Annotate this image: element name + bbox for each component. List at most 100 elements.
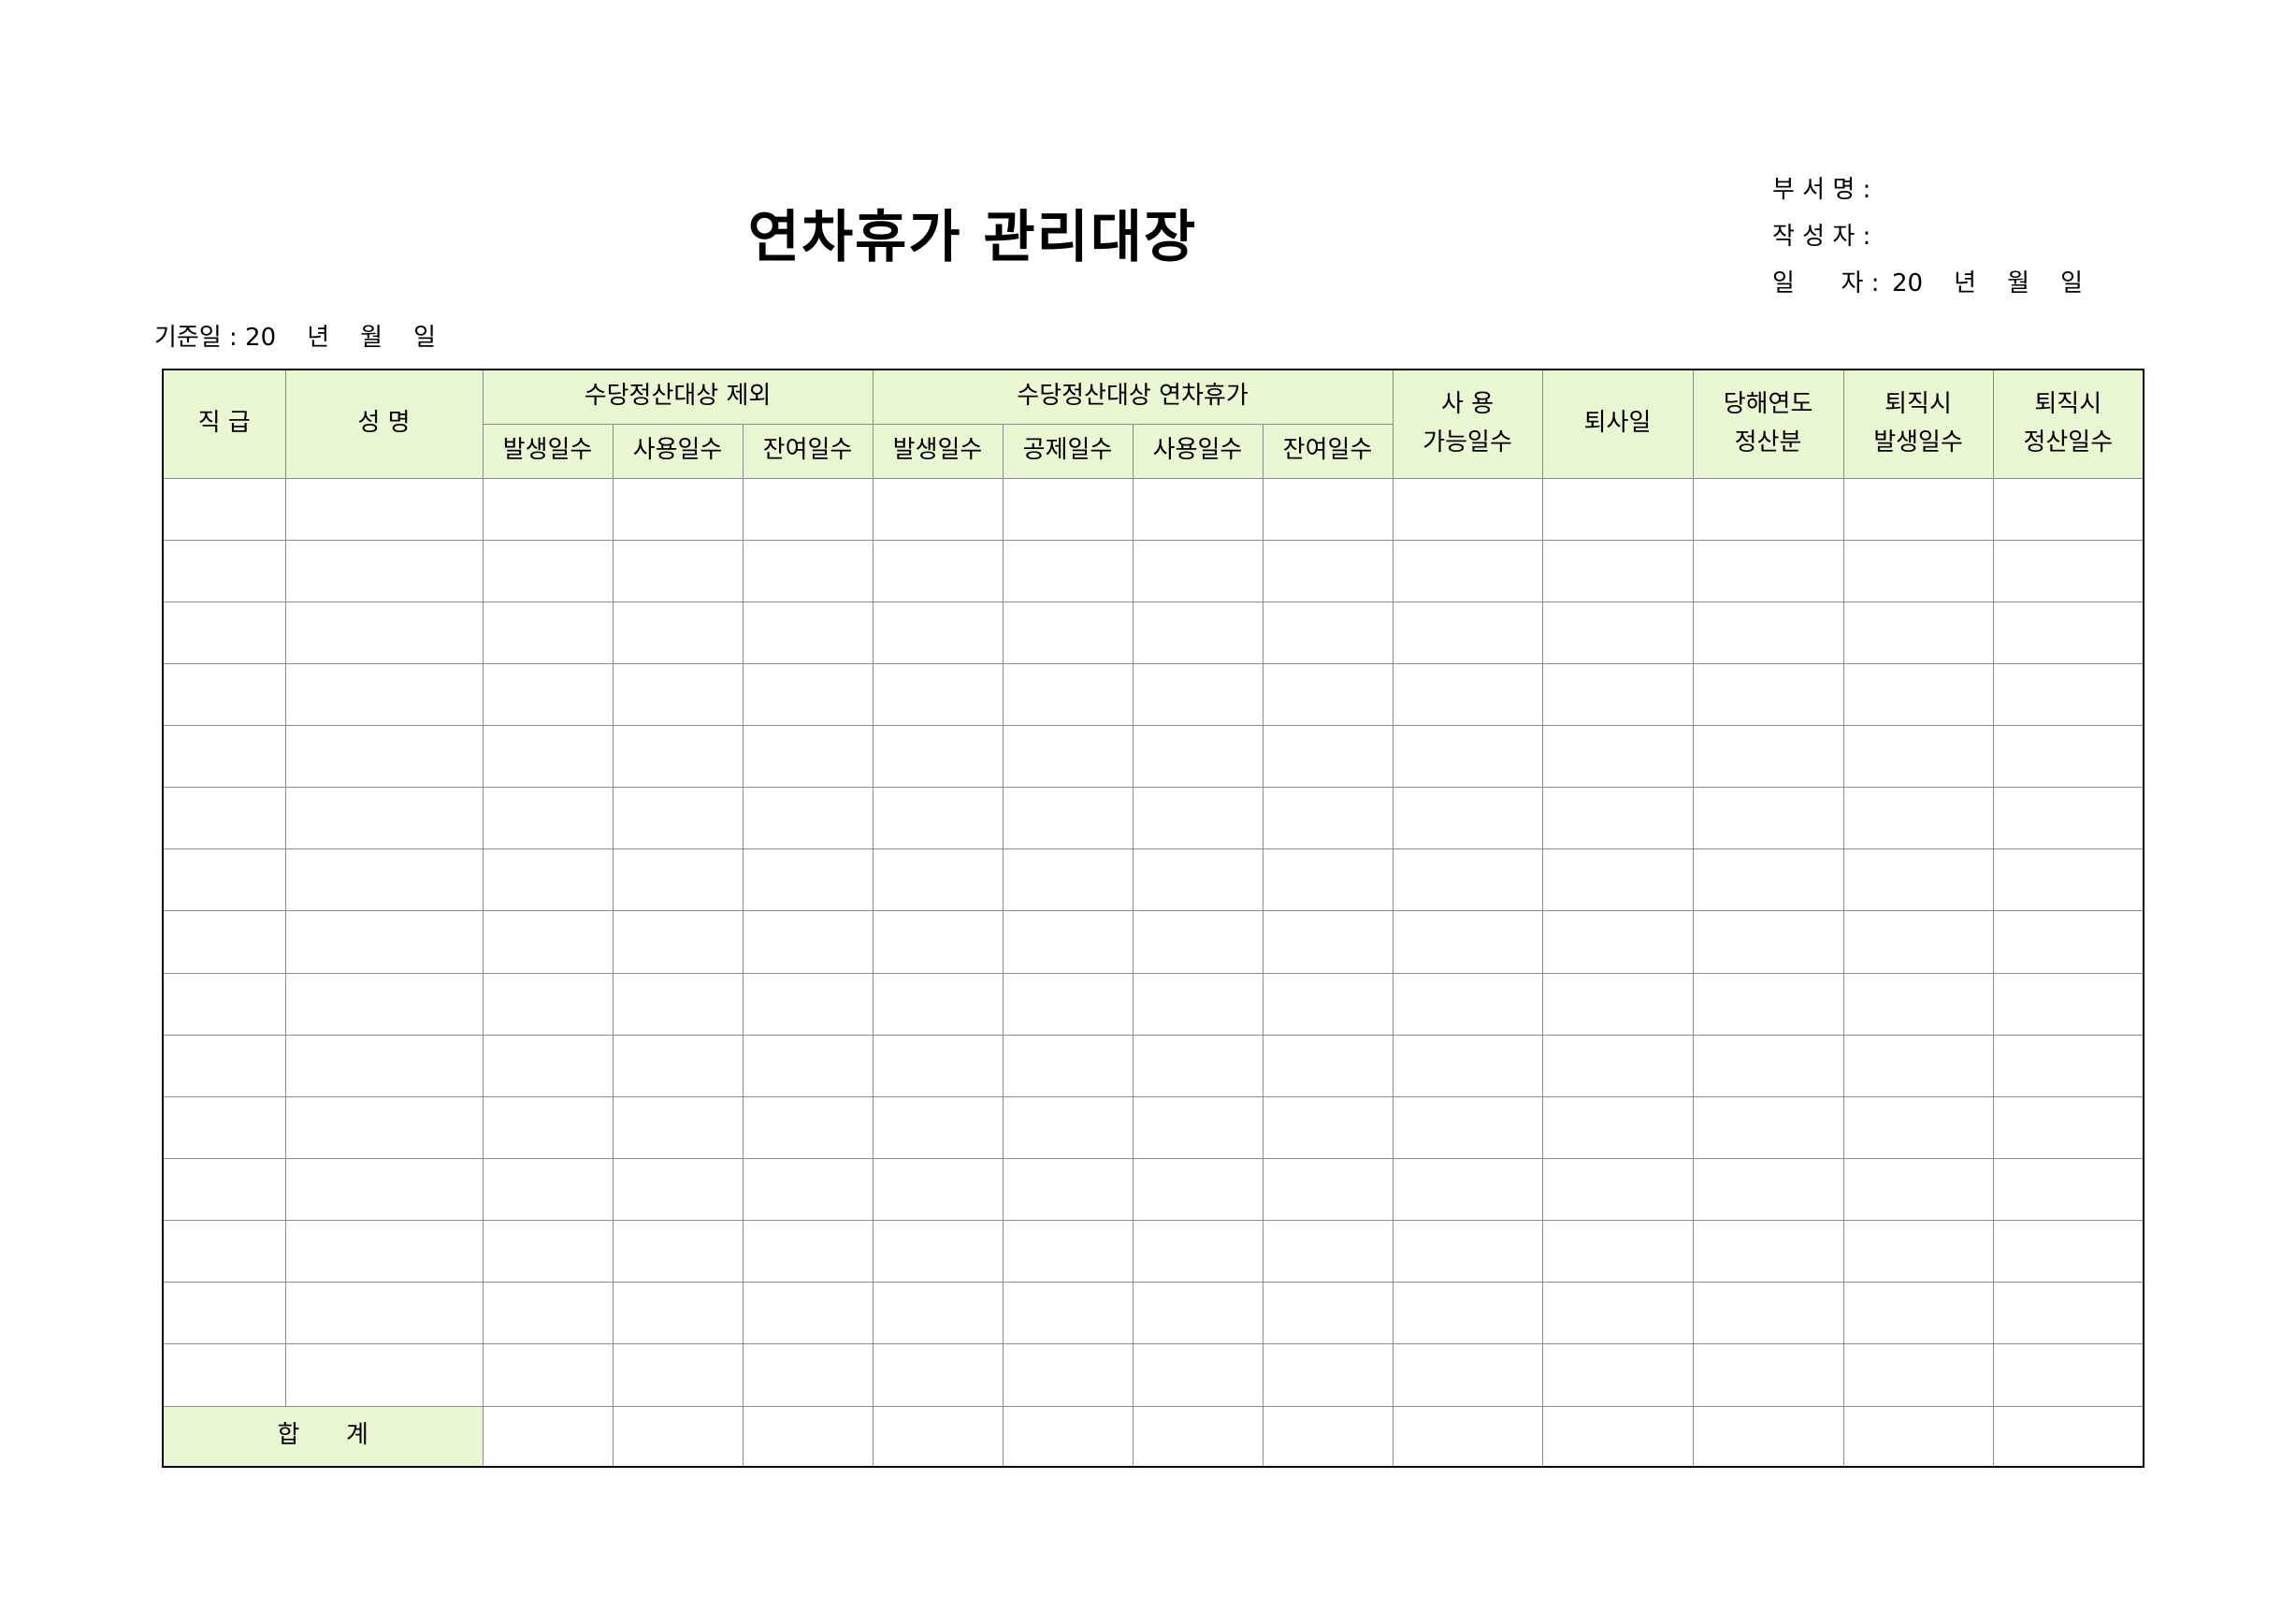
- table-cell[interactable]: [482, 1282, 614, 1345]
- table-cell[interactable]: [1392, 477, 1543, 541]
- table-cell[interactable]: [1392, 601, 1543, 664]
- table-cell[interactable]: [1992, 477, 2144, 541]
- total-cell[interactable]: [1692, 1405, 1844, 1468]
- table-cell[interactable]: [742, 1034, 874, 1097]
- table-cell[interactable]: [162, 601, 286, 664]
- table-cell[interactable]: [284, 1157, 484, 1222]
- table-cell[interactable]: [162, 1095, 286, 1159]
- table-cell[interactable]: [1002, 477, 1134, 541]
- table-cell[interactable]: [1541, 1343, 1694, 1407]
- table-cell[interactable]: [612, 910, 744, 974]
- table-cell[interactable]: [482, 910, 614, 974]
- table-cell[interactable]: [1262, 787, 1393, 850]
- table-cell[interactable]: [1842, 787, 1994, 850]
- total-cell[interactable]: [872, 1405, 1004, 1468]
- table-cell[interactable]: [1992, 1219, 2144, 1283]
- table-cell[interactable]: [1541, 848, 1694, 912]
- table-cell[interactable]: [1842, 539, 1994, 602]
- table-cell[interactable]: [1002, 1095, 1134, 1159]
- table-cell[interactable]: [162, 1282, 286, 1345]
- table-cell[interactable]: [612, 1282, 744, 1345]
- table-cell[interactable]: [482, 1095, 614, 1159]
- table-cell[interactable]: [284, 662, 484, 727]
- table-cell[interactable]: [872, 724, 1004, 789]
- table-cell[interactable]: [1262, 1282, 1393, 1345]
- table-cell[interactable]: [482, 972, 614, 1036]
- table-cell[interactable]: [742, 477, 874, 541]
- table-cell[interactable]: [1541, 1095, 1694, 1159]
- table-cell[interactable]: [872, 1157, 1004, 1222]
- table-cell[interactable]: [612, 787, 744, 850]
- table-cell[interactable]: [1132, 539, 1264, 602]
- table-cell[interactable]: [1992, 539, 2144, 602]
- table-cell[interactable]: [1392, 1282, 1543, 1345]
- table-cell[interactable]: [1132, 724, 1264, 789]
- table-cell[interactable]: [1842, 1219, 1994, 1283]
- table-cell[interactable]: [1842, 724, 1994, 789]
- table-cell[interactable]: [1842, 1282, 1994, 1345]
- table-cell[interactable]: [1541, 724, 1694, 789]
- table-cell[interactable]: [284, 539, 484, 602]
- table-cell[interactable]: [1992, 1034, 2144, 1097]
- table-cell[interactable]: [742, 539, 874, 602]
- table-cell[interactable]: [1992, 848, 2144, 912]
- table-cell[interactable]: [1992, 662, 2144, 727]
- table-cell[interactable]: [1992, 601, 2144, 664]
- total-cell[interactable]: [1392, 1405, 1543, 1468]
- table-cell[interactable]: [1002, 1034, 1134, 1097]
- table-cell[interactable]: [1002, 601, 1134, 664]
- table-cell[interactable]: [284, 972, 484, 1036]
- table-cell[interactable]: [1262, 477, 1393, 541]
- total-cell[interactable]: [1842, 1405, 1994, 1468]
- table-cell[interactable]: [1992, 1095, 2144, 1159]
- table-cell[interactable]: [612, 848, 744, 912]
- table-cell[interactable]: [1842, 1095, 1994, 1159]
- table-cell[interactable]: [1392, 1157, 1543, 1222]
- table-cell[interactable]: [162, 1219, 286, 1283]
- table-cell[interactable]: [482, 724, 614, 789]
- table-cell[interactable]: [1132, 787, 1264, 850]
- table-cell[interactable]: [1692, 848, 1844, 912]
- table-cell[interactable]: [1992, 910, 2144, 974]
- table-cell[interactable]: [1541, 910, 1694, 974]
- table-cell[interactable]: [284, 1034, 484, 1097]
- table-cell[interactable]: [872, 1343, 1004, 1407]
- table-cell[interactable]: [1392, 972, 1543, 1036]
- table-cell[interactable]: [742, 662, 874, 727]
- table-cell[interactable]: [1132, 1095, 1264, 1159]
- table-cell[interactable]: [1692, 787, 1844, 850]
- table-cell[interactable]: [1392, 539, 1543, 602]
- table-cell[interactable]: [1992, 1282, 2144, 1345]
- table-cell[interactable]: [1692, 1034, 1844, 1097]
- table-cell[interactable]: [872, 1095, 1004, 1159]
- table-cell[interactable]: [1692, 724, 1844, 789]
- table-cell[interactable]: [482, 1343, 614, 1407]
- table-cell[interactable]: [284, 477, 484, 541]
- total-cell[interactable]: [1262, 1405, 1393, 1468]
- table-cell[interactable]: [1692, 601, 1844, 664]
- table-cell[interactable]: [1992, 787, 2144, 850]
- table-cell[interactable]: [742, 910, 874, 974]
- table-cell[interactable]: [1002, 787, 1134, 850]
- table-cell[interactable]: [1262, 1034, 1393, 1097]
- table-cell[interactable]: [872, 972, 1004, 1036]
- table-cell[interactable]: [1002, 972, 1134, 1036]
- table-cell[interactable]: [1002, 910, 1134, 974]
- table-cell[interactable]: [284, 848, 484, 912]
- table-cell[interactable]: [1842, 477, 1994, 541]
- table-cell[interactable]: [1541, 1219, 1694, 1283]
- table-cell[interactable]: [1692, 1157, 1844, 1222]
- table-cell[interactable]: [162, 1034, 286, 1097]
- table-cell[interactable]: [1541, 1282, 1694, 1345]
- table-cell[interactable]: [612, 539, 744, 602]
- table-cell[interactable]: [612, 724, 744, 789]
- table-cell[interactable]: [1541, 539, 1694, 602]
- table-cell[interactable]: [1262, 601, 1393, 664]
- table-cell[interactable]: [1692, 972, 1844, 1036]
- table-cell[interactable]: [284, 1219, 484, 1283]
- table-cell[interactable]: [1002, 724, 1134, 789]
- table-cell[interactable]: [1262, 724, 1393, 789]
- table-cell[interactable]: [482, 1219, 614, 1283]
- table-cell[interactable]: [1842, 972, 1994, 1036]
- table-cell[interactable]: [284, 1343, 484, 1407]
